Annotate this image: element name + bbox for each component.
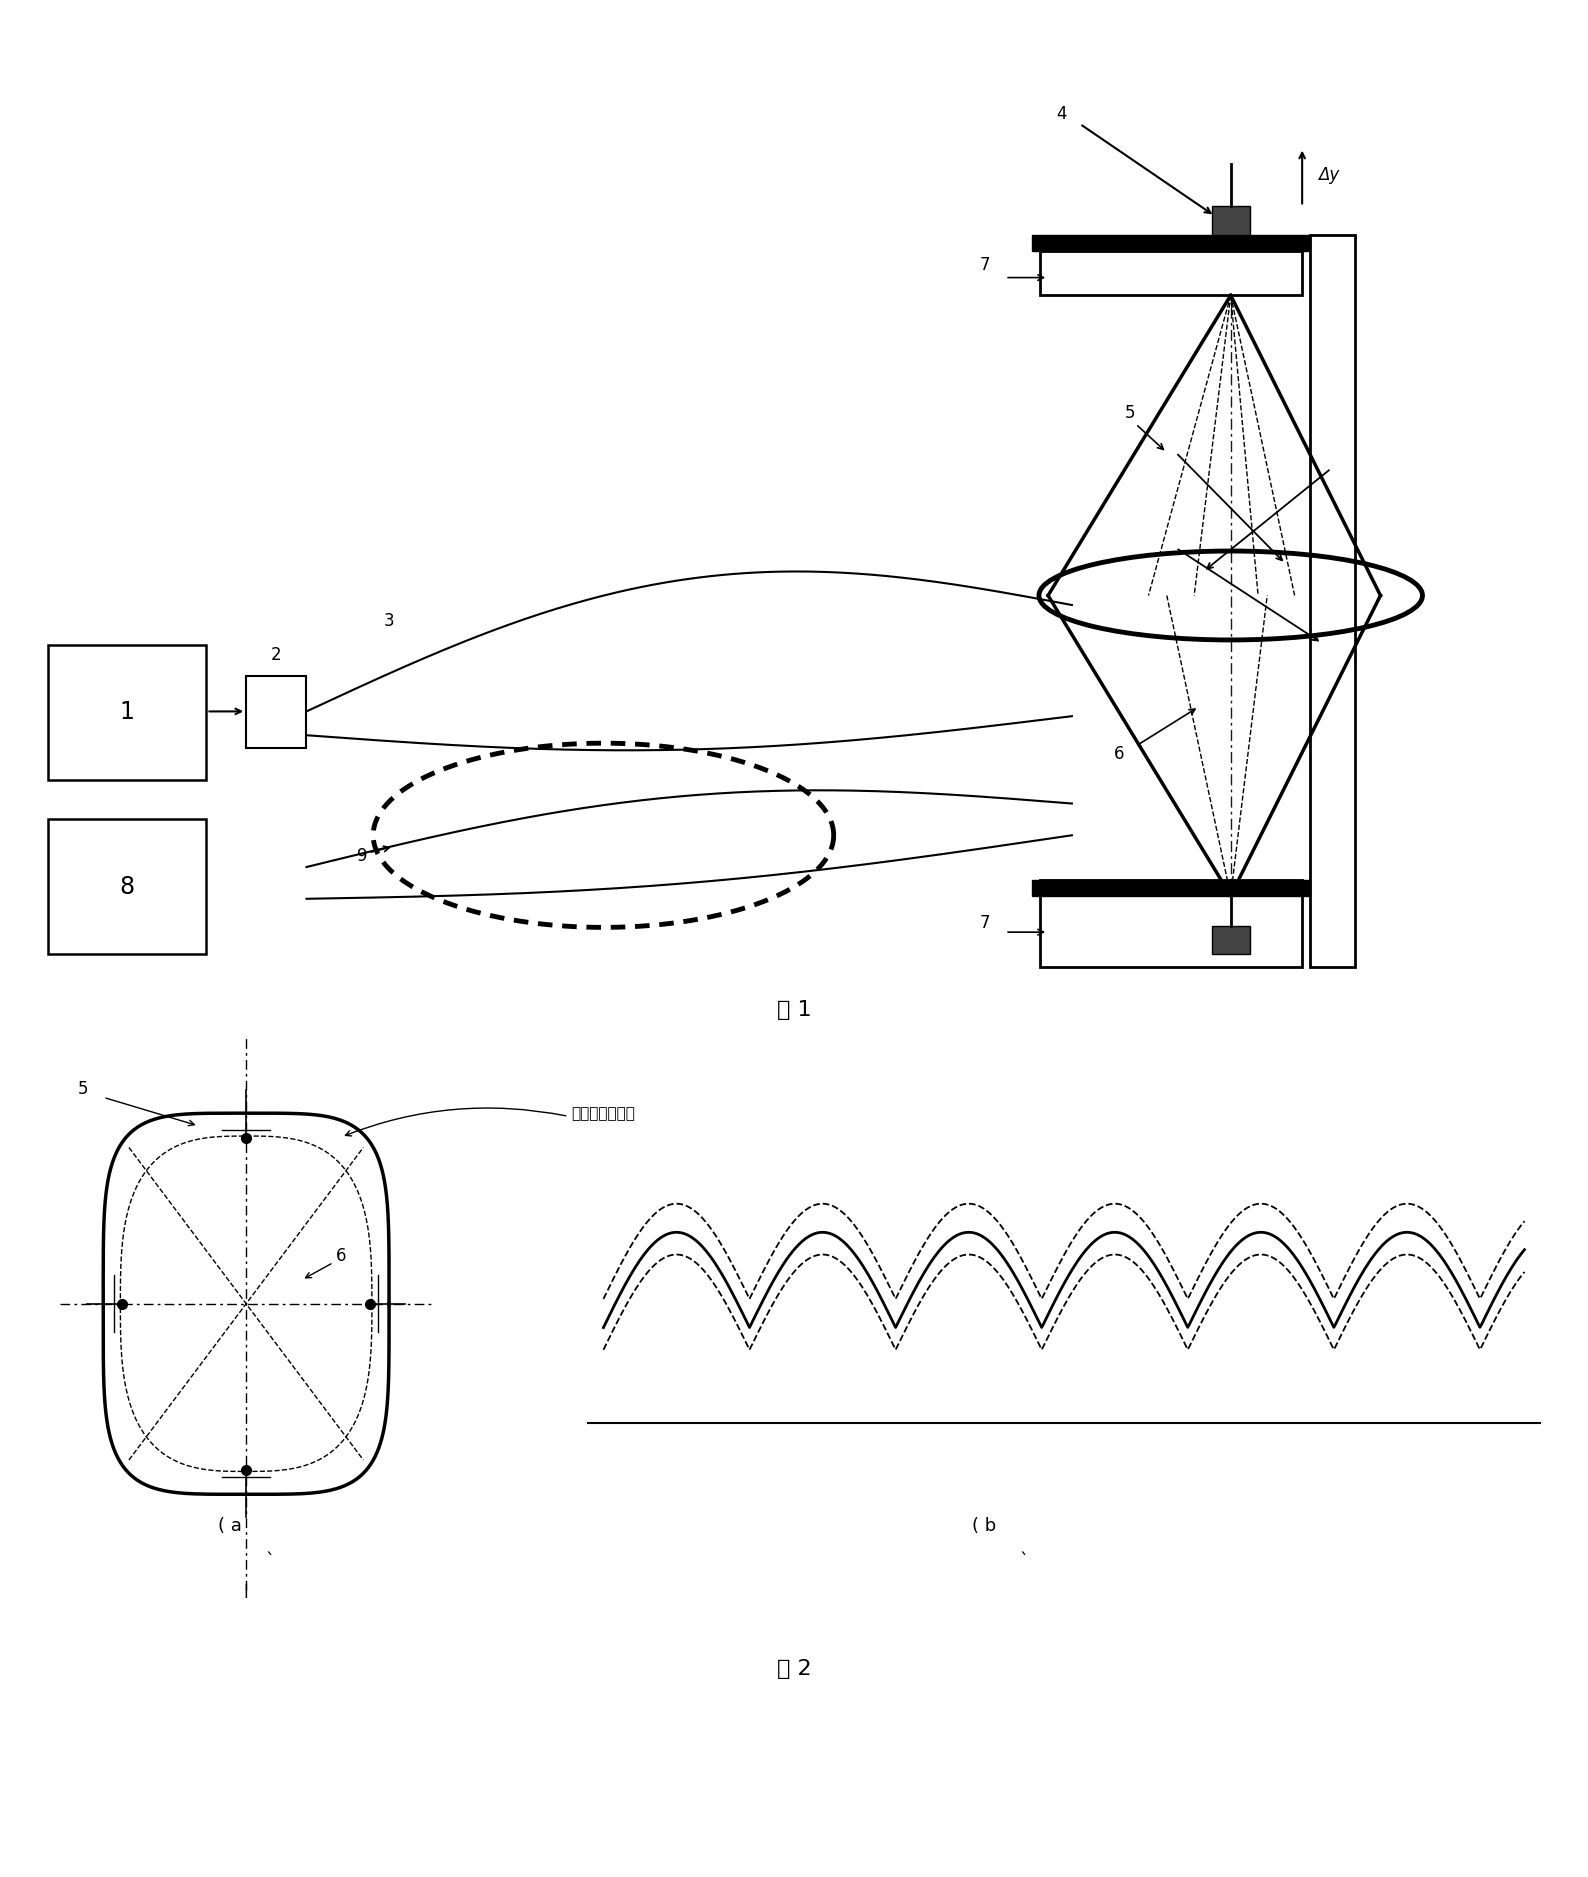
Text: `: ` bbox=[1019, 1552, 1029, 1569]
Text: l: l bbox=[245, 1584, 248, 1603]
Bar bbox=[1040, 880, 1302, 967]
Text: 7: 7 bbox=[980, 255, 989, 274]
Text: 8: 8 bbox=[119, 875, 135, 899]
Text: 变形后的光纤环: 变形后的光纤环 bbox=[572, 1106, 635, 1121]
Text: 5: 5 bbox=[1124, 404, 1135, 422]
Text: 图 2: 图 2 bbox=[777, 1659, 811, 1680]
Bar bbox=[246, 676, 306, 747]
Bar bbox=[1040, 252, 1302, 295]
Bar bbox=[1032, 880, 1310, 895]
Text: `: ` bbox=[265, 1552, 275, 1569]
Text: Δy: Δy bbox=[1318, 165, 1339, 184]
Text: 1: 1 bbox=[119, 700, 135, 725]
Text: 7: 7 bbox=[980, 914, 989, 933]
Text: 9: 9 bbox=[357, 847, 367, 865]
Text: 2: 2 bbox=[272, 646, 281, 664]
Bar bbox=[1310, 235, 1355, 967]
Text: ( b: ( b bbox=[972, 1517, 997, 1535]
Bar bbox=[1212, 925, 1250, 954]
Text: 图 1: 图 1 bbox=[777, 1000, 811, 1019]
Bar bbox=[48, 644, 206, 779]
Text: 3: 3 bbox=[384, 612, 394, 631]
Bar bbox=[1032, 235, 1310, 252]
Text: ( a: ( a bbox=[218, 1517, 243, 1535]
Bar bbox=[48, 820, 206, 954]
Text: 4: 4 bbox=[1056, 105, 1067, 124]
Text: 6: 6 bbox=[1115, 745, 1124, 764]
Bar bbox=[1212, 206, 1250, 235]
Text: 6: 6 bbox=[337, 1246, 346, 1265]
Text: 5: 5 bbox=[78, 1081, 87, 1098]
